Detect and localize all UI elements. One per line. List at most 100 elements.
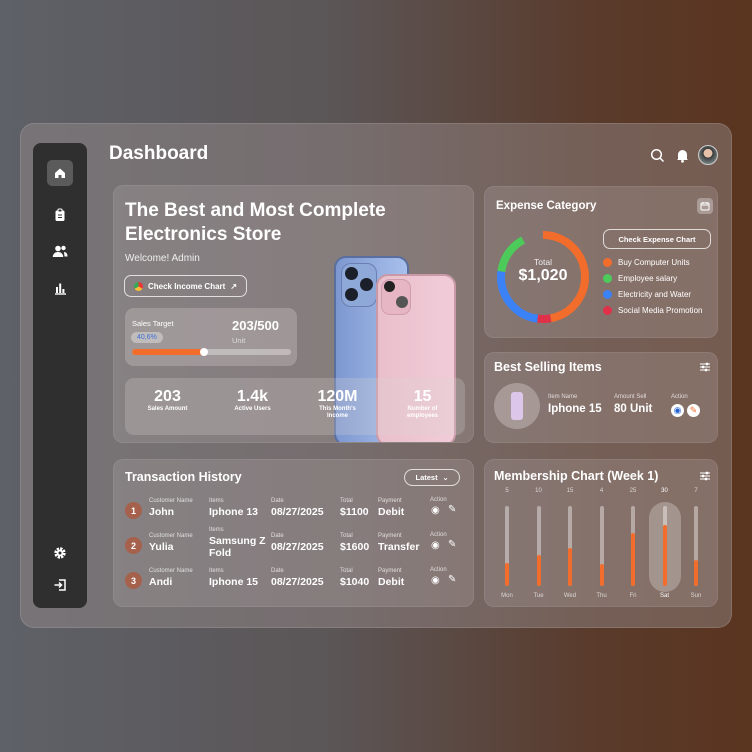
item-name-label: Item Name xyxy=(548,394,578,400)
total-value: $1,020 xyxy=(518,267,568,284)
sidebar-item-reports[interactable] xyxy=(47,275,73,301)
stat-item: 1.4k Active Users xyxy=(210,378,295,435)
stat-item: 203 Sales Amount xyxy=(125,378,210,435)
item-name: Iphone 15 xyxy=(548,403,602,415)
view-icon[interactable]: ◉ xyxy=(431,505,440,516)
header-payment: Payment xyxy=(378,568,402,574)
header-items: Items xyxy=(209,527,224,533)
bar-day-label: Sun xyxy=(690,593,702,599)
check-income-chart-button[interactable]: Check Income Chart ↗ xyxy=(124,275,247,297)
stat-label: Sales Amount xyxy=(147,406,188,412)
membership-chart-card: Membership Chart (Week 1) 5 Mon 10 Tue 15 Wed… xyxy=(484,459,718,607)
legend-dot xyxy=(603,258,612,267)
best-selling-title: Best Selling Items xyxy=(494,360,602,374)
latest-dropdown[interactable]: Latest ⌄ xyxy=(404,469,460,486)
stat-label: This Month's Income xyxy=(319,406,356,419)
bar-track xyxy=(568,506,572,586)
sidebar-item-users[interactable] xyxy=(47,238,73,264)
bar-day-label: Fri xyxy=(629,593,637,599)
bar-chart-icon xyxy=(55,283,66,295)
header-date: Date xyxy=(271,568,284,574)
bar-track xyxy=(662,506,667,586)
sidebar-item-orders[interactable] xyxy=(47,202,73,228)
stat-value: 120M xyxy=(317,388,358,405)
cell-date: 08/27/2025 xyxy=(271,506,324,518)
check-income-label: Check Income Chart xyxy=(147,281,226,291)
bar-day-label: Sat xyxy=(659,593,669,599)
check-expense-chart-button[interactable]: Check Expense Chart xyxy=(603,229,711,249)
cell-items: Samsung Z Fold xyxy=(209,535,266,559)
product-image xyxy=(494,383,540,429)
transaction-title: Transaction History xyxy=(125,470,242,484)
bar-day-label: Tue xyxy=(533,593,544,599)
bar-fill xyxy=(631,532,635,586)
cell-total: $1100 xyxy=(340,506,369,518)
filter-sliders-icon[interactable] xyxy=(699,470,711,482)
sidebar-item-logout[interactable] xyxy=(47,572,73,598)
hero-title-line2: Electronics Store xyxy=(125,224,282,245)
calendar-button[interactable] xyxy=(697,198,713,214)
edit-icon[interactable]: ✎ xyxy=(448,574,457,585)
header-customer: Customer Name xyxy=(149,533,193,539)
bar-value: 10 xyxy=(535,488,542,494)
stat-item: 120M This Month's Income xyxy=(295,378,380,435)
expense-donut-chart xyxy=(497,231,589,323)
avatar[interactable] xyxy=(698,145,718,165)
header-customer: Customer Name xyxy=(149,498,193,504)
gear-icon xyxy=(54,547,66,559)
sidebar-item-settings[interactable] xyxy=(47,540,73,566)
view-icon[interactable]: ◉ xyxy=(431,575,440,586)
bar-column[interactable]: 5 Mon xyxy=(492,488,522,603)
edit-icon[interactable]: ✎ xyxy=(687,404,700,417)
legend-label: Social Media Promotion xyxy=(618,306,703,315)
row-number: 1 xyxy=(125,502,142,519)
legend-item: Electricity and Water xyxy=(603,290,702,299)
bar-column[interactable]: 30 Sat xyxy=(648,488,681,603)
cell-customer: Yulia xyxy=(149,541,174,553)
search-icon[interactable] xyxy=(650,148,665,163)
edit-icon[interactable]: ✎ xyxy=(448,504,457,515)
latest-label: Latest xyxy=(415,473,438,482)
stat-item: 15 Number of employees xyxy=(380,378,465,435)
hero-title-line1: The Best and Most Complete xyxy=(125,200,386,221)
expense-legend: Buy Computer Units Employee salary Electri… xyxy=(603,258,702,322)
bar-track xyxy=(505,506,509,586)
edit-icon[interactable]: ✎ xyxy=(448,539,457,550)
bar-fill xyxy=(536,555,541,586)
clipboard-icon xyxy=(55,208,65,221)
bar-value: 25 xyxy=(629,488,637,494)
bell-icon[interactable] xyxy=(676,148,689,163)
external-arrow-icon: ↗ xyxy=(230,281,238,291)
bar-fill xyxy=(599,564,604,586)
bar-track xyxy=(599,506,604,586)
bar-value: 7 xyxy=(694,488,698,494)
bar-column[interactable]: 7 Sun xyxy=(681,488,711,603)
sidebar-item-home[interactable] xyxy=(47,160,73,186)
row-number: 2 xyxy=(125,537,142,554)
bar-day-label: Mon xyxy=(501,593,513,599)
header-action: Action xyxy=(430,567,447,573)
legend-label: Buy Computer Units xyxy=(618,258,690,267)
filter-sliders-icon[interactable] xyxy=(699,361,711,373)
bar-column[interactable]: 25 Fri xyxy=(618,488,648,603)
sales-target-percent: 40,6% xyxy=(131,332,163,343)
welcome-text: Welcome! Admin xyxy=(125,253,200,264)
stat-value: 203 xyxy=(154,388,181,405)
legend-item: Buy Computer Units xyxy=(603,258,702,267)
calendar-icon xyxy=(700,202,710,211)
amount-sell-label: Amount Sell xyxy=(614,394,647,400)
bar-column[interactable]: 4 Thu xyxy=(587,488,617,603)
stat-value: 15 xyxy=(413,388,432,405)
bar-fill xyxy=(662,525,667,586)
donut-segment xyxy=(497,231,589,323)
bar-fill xyxy=(694,559,698,586)
cell-payment: Debit xyxy=(378,576,405,588)
bar-column[interactable]: 15 Wed xyxy=(555,488,585,603)
table-row: 1 Customer Name John Items Iphone 13 Date 08/2… xyxy=(114,497,475,530)
cell-items: Iphone 13 xyxy=(209,506,259,518)
stat-value: 1.4k xyxy=(236,388,269,405)
expense-title: Expense Category xyxy=(496,200,597,212)
view-icon[interactable]: ◉ xyxy=(431,540,440,551)
bar-column[interactable]: 10 Tue xyxy=(524,488,554,603)
view-icon[interactable]: ◉ xyxy=(671,404,684,417)
